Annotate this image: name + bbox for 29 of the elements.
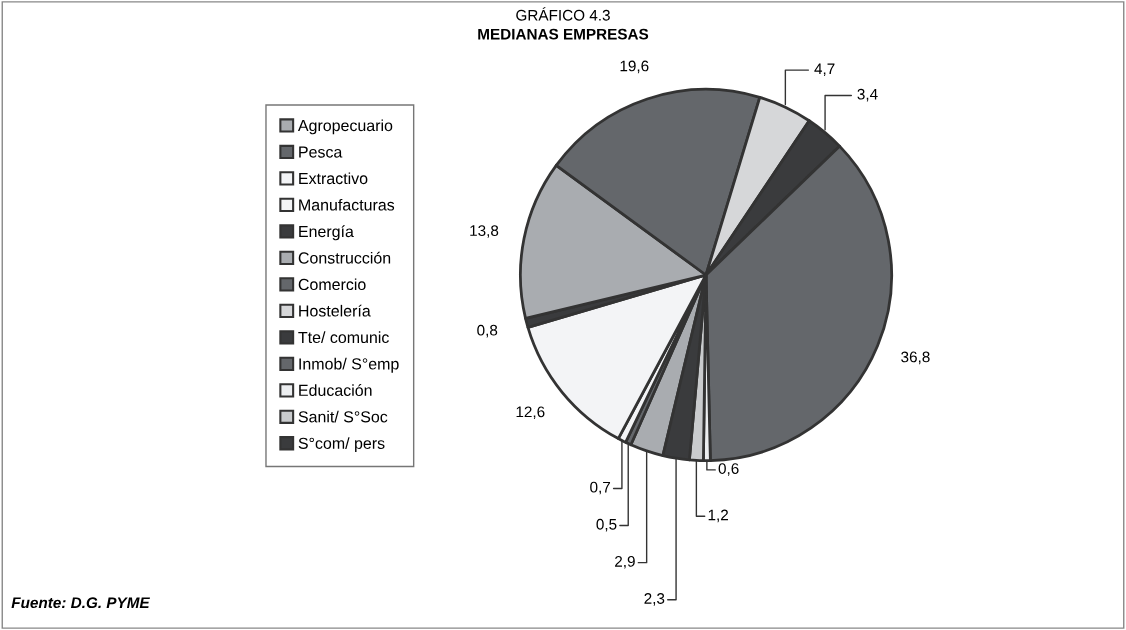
data-label: 2,3 — [644, 593, 665, 606]
data-label: 0,6 — [718, 463, 739, 476]
data-label: 36,8 — [901, 351, 930, 365]
data-label: 1,2 — [708, 509, 728, 523]
data-label: 13,8 — [470, 225, 499, 238]
data-label: 3,4 — [857, 88, 878, 102]
legend-label: Agropecuario — [297, 119, 393, 135]
legend-label: Energía — [299, 225, 354, 241]
data-label: 2,9 — [615, 555, 635, 569]
data-label: 0,7 — [590, 481, 611, 495]
source-note: Fuente: D.G. PYME — [11, 597, 150, 609]
legend-label: Construcción — [298, 251, 391, 264]
legend-label: Sanit/ S°Soc — [298, 410, 388, 423]
data-label: 19,6 — [620, 60, 649, 74]
chart-title: GRÁFICO 4.3 — [516, 7, 610, 21]
data-label: 0,5 — [596, 518, 617, 532]
legend-label: Hostelería — [299, 304, 371, 317]
legend-label: Tte/ comunic — [298, 331, 389, 344]
legend-label: Manufacturas — [299, 198, 395, 211]
legend-label: Pesca — [299, 146, 343, 158]
legend-label: Educación — [299, 384, 372, 397]
chart-subtitle: MEDIANAS EMPRESAS — [478, 28, 649, 40]
legend-label: S°com/ pers — [298, 437, 385, 453]
data-label: 0,8 — [477, 324, 498, 338]
data-label: 4,7 — [814, 63, 835, 77]
data-label: 12,6 — [516, 406, 545, 420]
legend-label: Comercio — [298, 278, 366, 291]
legend-label: Inmob/ S°emp — [299, 357, 399, 373]
legend-label: Extractivo — [299, 172, 368, 185]
